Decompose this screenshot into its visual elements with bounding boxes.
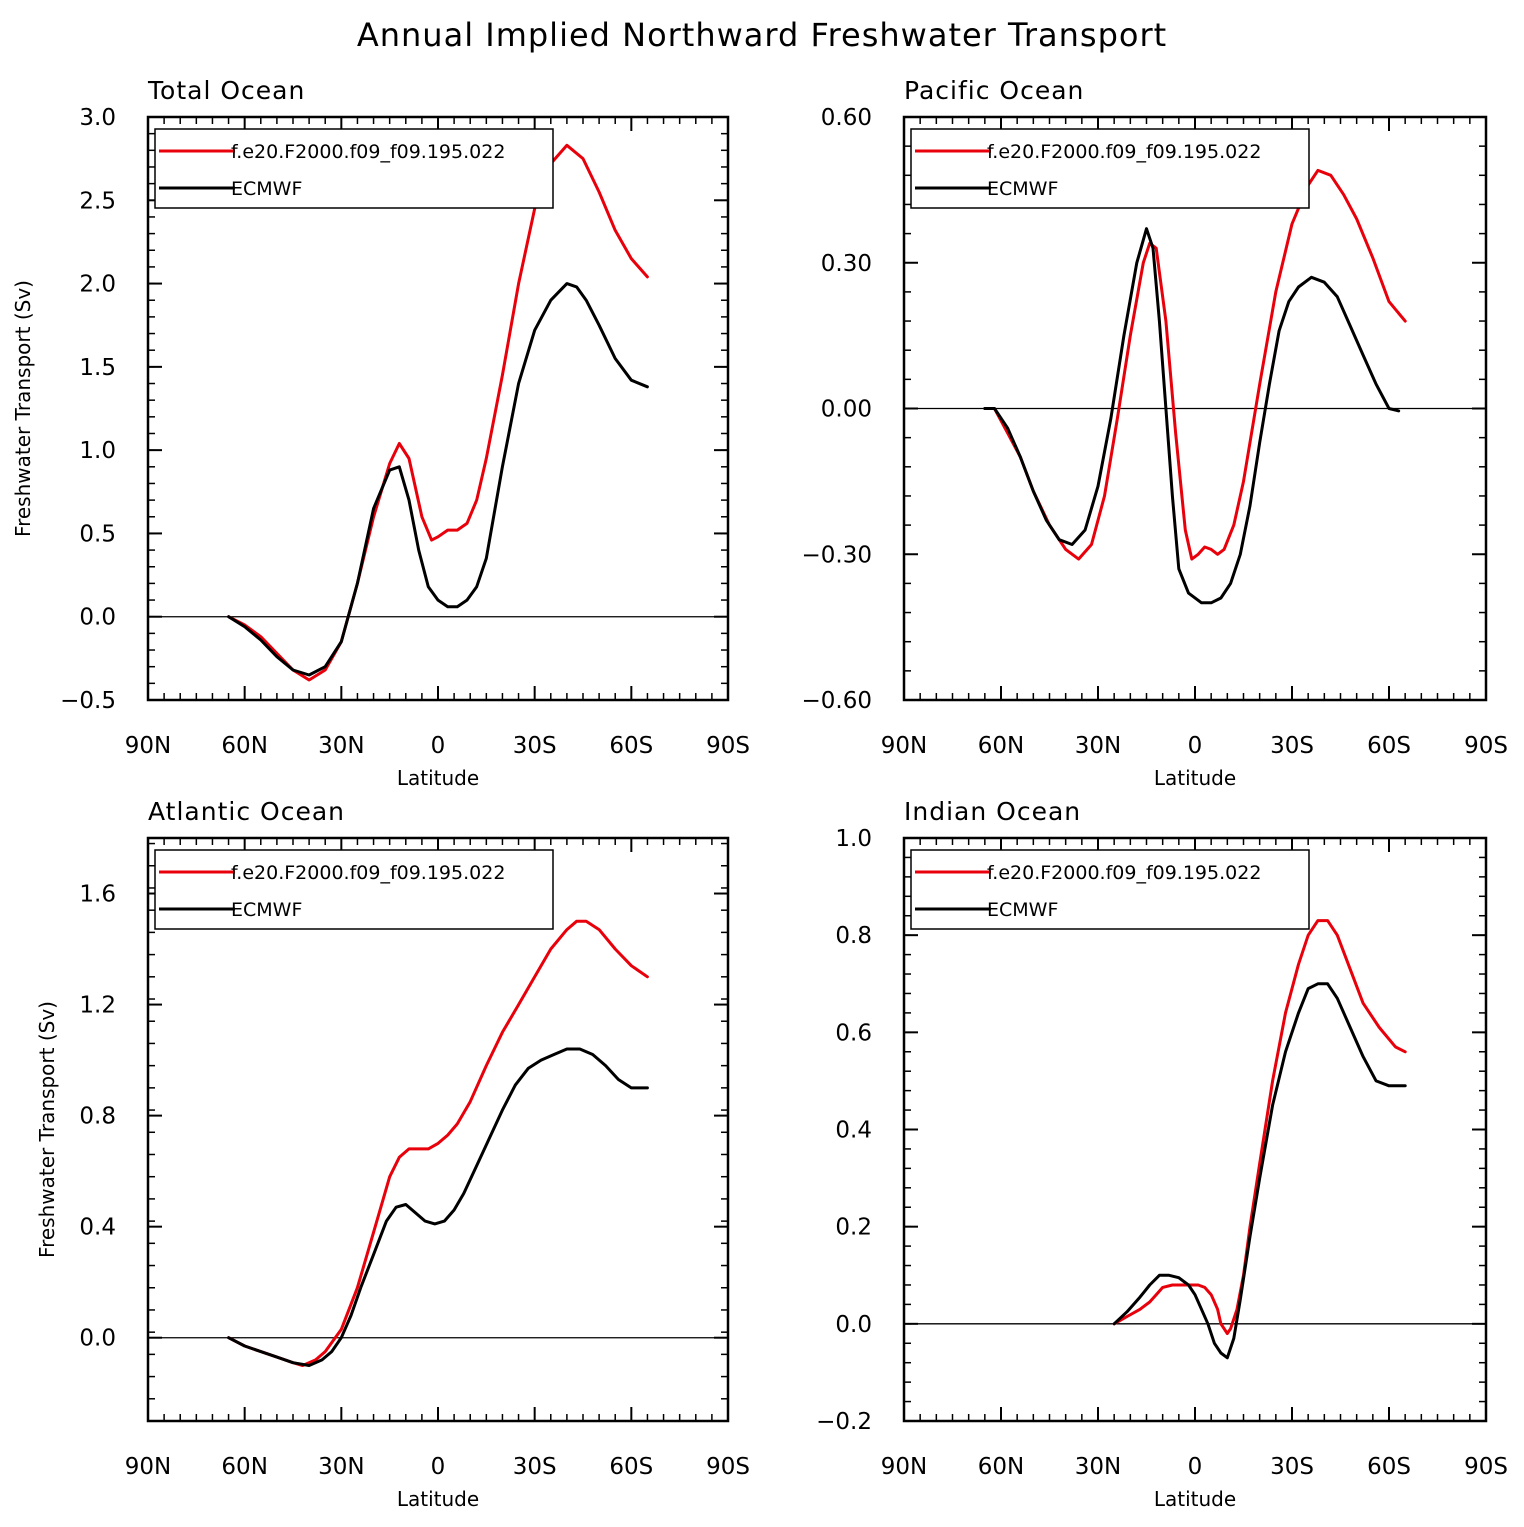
panels: Total Ocean −0.5 0.0 0.5 1.0 1.5 2.0 2.5 3.0 90N 6… xyxy=(11,76,1508,1511)
total-ocean-ytick-label: 2.5 xyxy=(79,188,116,214)
atlantic-ocean-legend-label: f.e20.F2000.f09_f09.195.022 xyxy=(231,862,505,884)
atlantic-ocean-ylabel: Freshwater Transport (Sv) xyxy=(35,1001,59,1258)
atlantic-ocean-series-f-e20-f2000-f09-f09-195-022 xyxy=(227,919,649,1367)
atlantic-ocean-xtick-label: 0 xyxy=(431,1454,446,1480)
indian-ocean-ytick-label: 0.4 xyxy=(835,1118,872,1144)
pacific-ocean-xtick-label: 90S xyxy=(1464,733,1508,759)
atlantic-ocean-xtick-label: 60N xyxy=(221,1454,267,1480)
indian-ocean-ytick-label: 1.0 xyxy=(835,826,872,852)
indian-ocean-panel: Indian Ocean −0.2 0.0 0.2 0.4 0.6 0.8 1.0 90N 60N… xyxy=(816,797,1508,1511)
pacific-ocean-frame xyxy=(902,115,1488,702)
indian-ocean-ytick-label: 0.6 xyxy=(835,1020,872,1046)
indian-ocean-xtick-label: 30N xyxy=(1075,1454,1121,1480)
atlantic-ocean-legend-box xyxy=(154,849,554,930)
figure-title: Annual Implied Northward Freshwater Tran… xyxy=(357,16,1167,54)
indian-ocean-ytick-label: 0.2 xyxy=(835,1215,872,1241)
indian-ocean-xtick-label: 90S xyxy=(1464,1454,1508,1480)
total-ocean-frame xyxy=(146,115,730,702)
indian-ocean-legend-label: ECMWF xyxy=(987,899,1058,921)
total-ocean-panel: Total Ocean −0.5 0.0 0.5 1.0 1.5 2.0 2.5 3.0 90N 6… xyxy=(11,76,750,790)
total-ocean-xlabel: Latitude xyxy=(397,766,479,790)
total-ocean-xtick-label: 0 xyxy=(431,733,446,759)
indian-ocean-series-ecmwf xyxy=(1112,982,1407,1360)
pacific-ocean-xlabel: Latitude xyxy=(1154,766,1236,790)
total-ocean-series-ecmwf xyxy=(227,282,649,677)
pacific-ocean-series-ecmwf xyxy=(983,227,1401,605)
total-ocean-ytick-label: 1.5 xyxy=(79,355,116,381)
total-ocean-ytick-label: 0.5 xyxy=(79,521,116,547)
total-ocean-ytick-label: 2.0 xyxy=(79,272,116,298)
atlantic-ocean-ytick-label: 1.2 xyxy=(79,993,116,1019)
atlantic-ocean-xlabel: Latitude xyxy=(397,1487,479,1511)
atlantic-ocean-xtick-label: 90N xyxy=(125,1454,171,1480)
indian-ocean-series-f-e20-f2000-f09-f09-195-022 xyxy=(1112,919,1407,1335)
indian-ocean-legend-label: f.e20.F2000.f09_f09.195.022 xyxy=(987,862,1261,884)
atlantic-ocean-ytick-label: 0.0 xyxy=(79,1326,116,1352)
pacific-ocean-xtick-label: 30S xyxy=(1270,733,1314,759)
total-ocean-ylabel: Freshwater Transport (Sv) xyxy=(11,280,35,537)
indian-ocean-xtick-label: 90N xyxy=(881,1454,927,1480)
total-ocean-ytick-label: −0.5 xyxy=(60,688,116,714)
atlantic-ocean-title: Atlantic Ocean xyxy=(148,797,345,826)
indian-ocean-xtick-label: 60S xyxy=(1367,1454,1411,1480)
atlantic-ocean-frame xyxy=(146,836,730,1423)
atlantic-ocean-panel: Atlantic Ocean 0.0 0.4 0.8 1.2 1.6 90N 60N 30N 0 3… xyxy=(35,797,750,1511)
indian-ocean-ytick-label: 0.8 xyxy=(835,923,872,949)
pacific-ocean-ytick-label: 0.60 xyxy=(821,105,872,131)
total-ocean-ytick-label: 0.0 xyxy=(79,605,116,631)
atlantic-ocean-series-ecmwf xyxy=(227,1047,649,1367)
indian-ocean-title: Indian Ocean xyxy=(904,797,1081,826)
indian-ocean-xtick-label: 60N xyxy=(978,1454,1024,1480)
total-ocean-title: Total Ocean xyxy=(147,76,305,105)
atlantic-ocean-xtick-label: 30S xyxy=(513,1454,557,1480)
pacific-ocean-ytick-label: −0.60 xyxy=(802,688,872,714)
atlantic-ocean-xtick-label: 60S xyxy=(609,1454,653,1480)
pacific-ocean-title: Pacific Ocean xyxy=(904,76,1084,105)
atlantic-ocean-ytick-label: 1.6 xyxy=(79,882,116,908)
indian-ocean-legend-box xyxy=(910,849,1310,930)
total-ocean-xtick-label: 30S xyxy=(513,733,557,759)
pacific-ocean-xtick-label: 0 xyxy=(1188,733,1203,759)
indian-ocean-xtick-label: 0 xyxy=(1188,1454,1203,1480)
total-ocean-xtick-label: 90S xyxy=(706,733,750,759)
atlantic-ocean-ytick-label: 0.4 xyxy=(79,1215,116,1241)
pacific-ocean-legend-label: f.e20.F2000.f09_f09.195.022 xyxy=(987,141,1261,163)
atlantic-ocean-xtick-label: 30N xyxy=(318,1454,364,1480)
pacific-ocean-series-f-e20-f2000-f09-f09-195-022 xyxy=(983,168,1407,561)
indian-ocean-ytick-label: 0.0 xyxy=(835,1312,872,1338)
atlantic-ocean-legend-label: ECMWF xyxy=(231,899,302,921)
pacific-ocean-xtick-label: 60S xyxy=(1367,733,1411,759)
indian-ocean-frame xyxy=(902,836,1488,1423)
total-ocean-legend-label: f.e20.F2000.f09_f09.195.022 xyxy=(231,141,505,163)
atlantic-ocean-xtick-label: 90S xyxy=(706,1454,750,1480)
total-ocean-legend-box xyxy=(154,128,554,209)
total-ocean-xtick-label: 60S xyxy=(609,733,653,759)
indian-ocean-xlabel: Latitude xyxy=(1154,1487,1236,1511)
pacific-ocean-xtick-label: 90N xyxy=(881,733,927,759)
pacific-ocean-panel: Pacific Ocean −0.60 −0.30 0.00 0.30 0.60 90N 60… xyxy=(802,76,1508,790)
pacific-ocean-legend-label: ECMWF xyxy=(987,178,1058,200)
total-ocean-xtick-label: 90N xyxy=(125,733,171,759)
pacific-ocean-ytick-label: 0.00 xyxy=(821,397,872,423)
indian-ocean-xtick-label: 30S xyxy=(1270,1454,1314,1480)
pacific-ocean-xtick-label: 60N xyxy=(978,733,1024,759)
pacific-ocean-xtick-label: 30N xyxy=(1075,733,1121,759)
pacific-ocean-ytick-label: 0.30 xyxy=(821,251,872,277)
total-ocean-xtick-label: 60N xyxy=(221,733,267,759)
pacific-ocean-legend-box xyxy=(910,128,1310,209)
indian-ocean-ytick-label: −0.2 xyxy=(816,1409,872,1435)
atlantic-ocean-ytick-label: 0.8 xyxy=(79,1104,116,1130)
pacific-ocean-ytick-label: −0.30 xyxy=(802,542,872,568)
total-ocean-legend-label: ECMWF xyxy=(231,178,302,200)
total-ocean-xtick-label: 30N xyxy=(318,733,364,759)
total-ocean-series-f-e20-f2000-f09-f09-195-022 xyxy=(227,143,649,682)
total-ocean-ytick-label: 1.0 xyxy=(79,438,116,464)
total-ocean-ytick-label: 3.0 xyxy=(79,105,116,131)
